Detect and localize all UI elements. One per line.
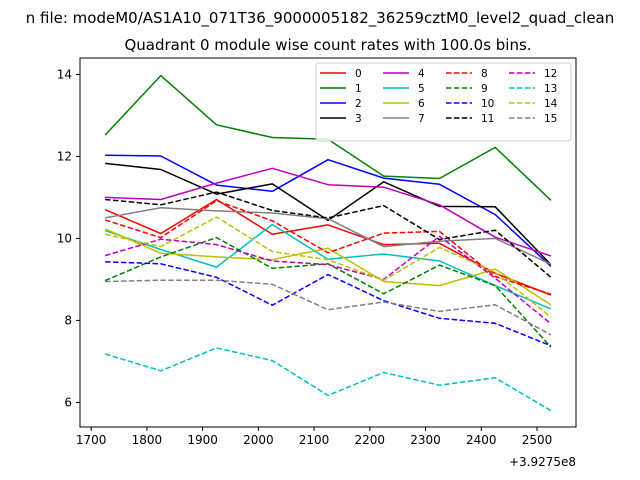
series-line-2 [105, 154, 552, 267]
plot-frame [79, 57, 577, 428]
legend-label-5: 5 [418, 83, 425, 95]
legend-label-6: 6 [418, 98, 425, 110]
series-line-3 [105, 162, 552, 266]
legend-label-12: 12 [544, 68, 557, 80]
legend-label-13: 13 [544, 83, 557, 95]
y-tick-label-1: 8 [64, 313, 72, 327]
series-line-8 [104, 199, 552, 295]
series-line-7 [104, 206, 552, 265]
legend-label-14: 14 [544, 98, 558, 110]
series-line-9 [104, 236, 552, 348]
legend-label-15: 15 [544, 113, 557, 125]
legend-box [315, 62, 572, 142]
legend-label-9: 9 [481, 83, 488, 95]
x-tick-label-8: 2500 [522, 433, 553, 447]
axis-ticks: 1700 1800 1900 2000 2100 2200 2300 2400 25006810… [57, 67, 553, 447]
series-line-15 [105, 279, 552, 336]
legend-label-1: 1 [355, 83, 362, 95]
series-line-11 [105, 191, 552, 278]
legend-label-10: 10 [481, 98, 494, 110]
y-tick-label-4: 14 [57, 67, 72, 81]
x-tick-label-2: 1900 [187, 433, 218, 447]
x-tick-label-6: 2300 [410, 433, 441, 447]
series-line-10 [105, 261, 552, 347]
x-tick-label-3: 2000 [243, 433, 274, 447]
x-tick-label-4: 2100 [299, 433, 330, 447]
legend-label-11: 11 [481, 113, 494, 125]
series-lines [104, 74, 552, 412]
y-tick-label-0: 6 [64, 395, 72, 409]
legend-label-8: 8 [481, 68, 488, 80]
series-line-13 [104, 347, 552, 412]
x-tick-label-7: 2400 [466, 433, 497, 447]
legend-label-3: 3 [355, 113, 362, 125]
y-tick-label-3: 12 [57, 149, 72, 163]
legend-label-4: 4 [418, 68, 425, 80]
legend-label-0: 0 [355, 68, 362, 80]
chart-title: Quadrant 0 module wise count rates with … [124, 36, 531, 54]
legend-label-2: 2 [355, 98, 362, 110]
x-tick-label-1: 1800 [132, 433, 163, 447]
x-tick-label-5: 2200 [355, 433, 386, 447]
series-line-14 [104, 216, 552, 318]
x-tick-label-0: 1700 [76, 433, 107, 447]
x-offset-label: +3.9275e8 [509, 455, 576, 469]
suptitle: n file: modeM0/AS1A10_071T36_9000005182_… [26, 9, 615, 28]
y-tick-label-2: 10 [57, 231, 72, 245]
series-line-4 [105, 167, 552, 257]
legend-label-7: 7 [418, 113, 425, 125]
series-line-6 [104, 228, 552, 306]
